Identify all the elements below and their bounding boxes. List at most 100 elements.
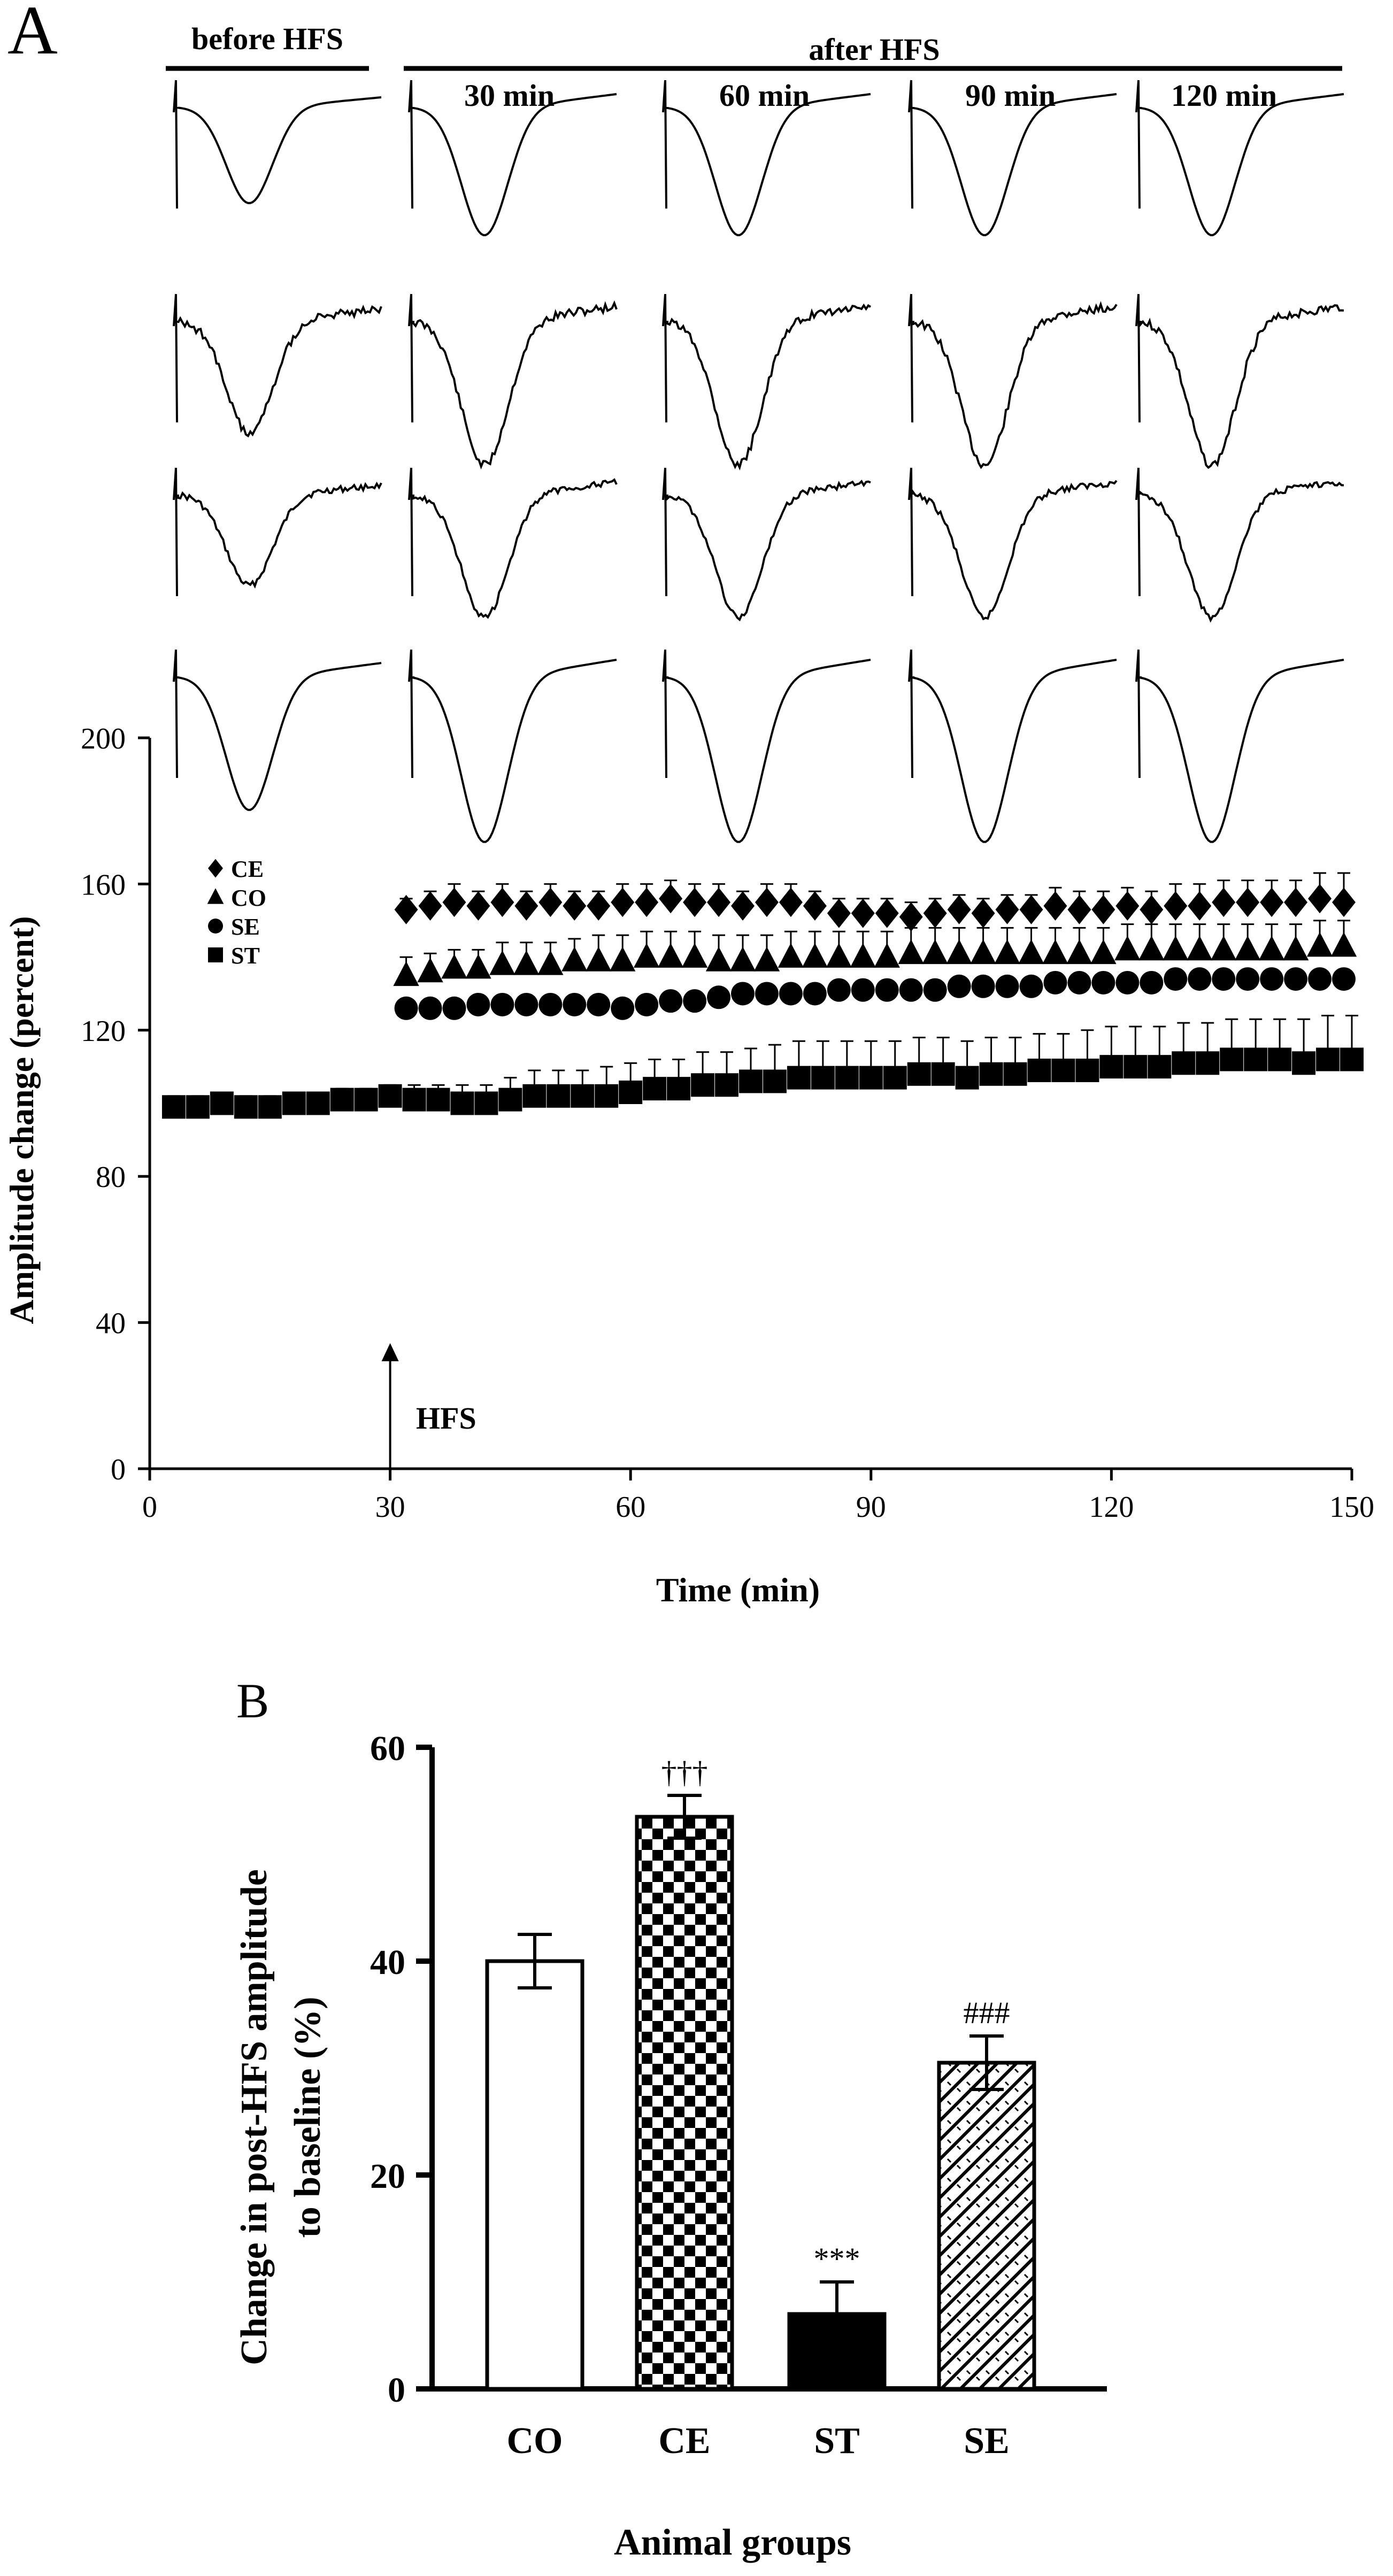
legend-marker-ce [208,859,223,878]
fepsp-trace [173,80,382,209]
fepsp-trace [408,80,617,236]
data-point-ce [755,888,779,917]
data-point-st [1075,1058,1099,1082]
chart-a-ytick-label: 40 [96,1307,126,1340]
fepsp-trace [1135,649,1344,843]
data-point-co [1138,936,1165,961]
data-point-st [402,1088,426,1112]
data-point-co [874,943,900,968]
data-point-st [330,1088,354,1112]
hfs-arrow-label: HFS [416,1401,476,1436]
data-point-se [1284,967,1308,991]
data-point-co [922,939,948,965]
chart-a-ytick-label: 160 [81,868,126,901]
chart-b-ytick-label: 60 [370,1729,405,1768]
data-point-ce [1043,891,1067,921]
data-point-co [681,943,708,968]
data-point-ce [707,888,731,917]
chart-a-ytick-label: 200 [81,722,126,755]
data-point-ce [1212,888,1236,917]
chart-a-ytick-label: 80 [96,1161,126,1194]
data-point-ce [875,898,899,928]
data-point-ce [1284,888,1308,917]
legend-marker-co [207,888,224,904]
data-point-co [946,939,972,965]
data-point-se [635,992,659,1016]
data-point-st [1123,1055,1148,1079]
fepsp-trace [173,649,382,811]
data-point-ce [827,898,851,928]
data-point-st [907,1062,931,1086]
fepsp-trace [662,80,871,236]
data-point-se [875,978,899,1002]
data-point-st [1244,1047,1268,1071]
legend-marker-st [208,947,223,962]
data-point-st [787,1066,811,1090]
data-point-se [731,982,755,1006]
data-point-st [378,1084,402,1108]
data-point-se [827,978,851,1002]
data-point-ce [635,888,659,917]
category-label-co: CO [507,2420,563,2462]
chart-b-ytick-label: 20 [370,2157,405,2196]
fepsp-trace [908,294,1118,469]
data-point-se [442,996,466,1020]
chart-a-ytick-label: 0 [111,1453,126,1486]
data-point-co [1114,936,1141,961]
data-point-co [537,950,564,975]
data-point-st [1340,1047,1364,1071]
data-point-ce [1091,894,1115,924]
data-point-st [234,1095,258,1119]
time-label-30: 30 min [464,78,555,113]
data-point-co [610,946,636,971]
data-point-se [1091,970,1115,994]
data-point-st [931,1062,955,1086]
chart-a-legend: CE CO SE ST [207,856,266,969]
data-point-se [490,992,514,1016]
category-label-st: ST [814,2420,860,2462]
data-point-se [899,978,923,1002]
data-point-se [1260,967,1284,991]
time-label-60: 60 min [719,78,810,113]
data-point-st [210,1091,234,1115]
data-point-se [947,974,971,998]
chart-a-xtick-label: 120 [1089,1491,1134,1524]
data-point-ce [995,894,1019,924]
fepsp-traces [173,80,1344,843]
data-point-co [657,943,684,968]
data-point-st [763,1069,787,1093]
bar-annotation-ce: ††† [661,1755,708,1790]
data-point-st [161,1095,186,1119]
data-point-ce [1140,894,1164,924]
data-point-st [426,1088,450,1112]
data-point-st [1220,1047,1244,1071]
fepsp-trace [408,467,618,619]
data-point-co [826,943,852,968]
data-point-st [955,1066,979,1090]
data-point-st [979,1062,1003,1086]
data-point-co [1306,932,1333,957]
fepsp-trace [173,294,382,438]
data-point-ce [538,888,563,917]
data-point-co [633,943,660,968]
data-point-ce [1115,891,1140,921]
data-point-ce [442,888,466,917]
data-point-st [1172,1051,1196,1075]
data-point-st [258,1095,282,1119]
data-point-st [498,1088,522,1112]
data-point-co [1018,939,1044,965]
data-point-st [1268,1047,1292,1071]
chart-b-ylabel-line2: to baseline (%) [287,1996,328,2238]
series-se [394,967,1356,1020]
data-point-st [306,1091,330,1115]
data-point-st [643,1077,667,1101]
data-point-st [547,1084,571,1108]
data-point-co [705,946,732,971]
legend-marker-se [208,919,223,934]
chart-b-ytick-label: 0 [388,2371,405,2410]
data-point-co [1258,936,1285,961]
data-point-se [394,996,418,1020]
data-point-ce [394,894,418,924]
bar-co [485,1959,584,2391]
